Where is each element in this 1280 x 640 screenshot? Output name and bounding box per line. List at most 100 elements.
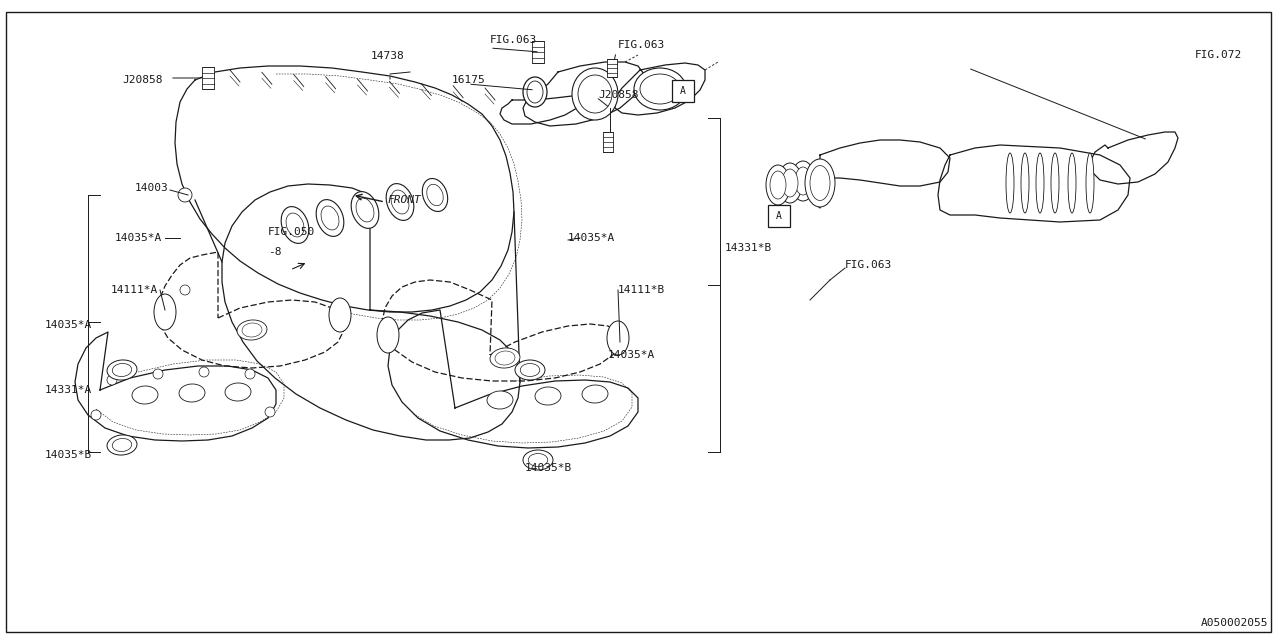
- Text: A: A: [680, 86, 686, 96]
- Text: 14035*B: 14035*B: [45, 450, 92, 460]
- Polygon shape: [388, 310, 637, 448]
- Ellipse shape: [782, 169, 797, 197]
- Polygon shape: [221, 184, 520, 440]
- Text: 16175: 16175: [452, 75, 485, 85]
- Ellipse shape: [527, 81, 543, 103]
- Ellipse shape: [524, 77, 547, 107]
- Ellipse shape: [810, 166, 829, 200]
- Ellipse shape: [529, 454, 548, 467]
- Ellipse shape: [282, 207, 308, 243]
- Ellipse shape: [1006, 153, 1014, 213]
- Ellipse shape: [242, 323, 262, 337]
- Ellipse shape: [329, 298, 351, 332]
- Ellipse shape: [490, 348, 520, 368]
- Ellipse shape: [378, 317, 399, 353]
- Ellipse shape: [91, 410, 101, 420]
- Ellipse shape: [520, 364, 540, 376]
- Ellipse shape: [1085, 153, 1094, 213]
- Ellipse shape: [180, 285, 189, 295]
- Ellipse shape: [265, 407, 275, 417]
- Ellipse shape: [108, 360, 137, 380]
- Ellipse shape: [634, 68, 686, 110]
- Text: 14331*B: 14331*B: [724, 243, 772, 253]
- Polygon shape: [157, 252, 344, 368]
- Bar: [202, 67, 214, 89]
- Text: FIG.072: FIG.072: [1196, 50, 1243, 60]
- Ellipse shape: [198, 367, 209, 377]
- Ellipse shape: [237, 320, 268, 340]
- Polygon shape: [938, 145, 1130, 222]
- Ellipse shape: [108, 375, 116, 385]
- Ellipse shape: [113, 438, 132, 452]
- Polygon shape: [1091, 132, 1178, 184]
- Text: 14035*A: 14035*A: [608, 350, 655, 360]
- Text: A050002055: A050002055: [1201, 618, 1268, 628]
- Ellipse shape: [765, 165, 790, 205]
- Ellipse shape: [1051, 153, 1059, 213]
- Text: 14331*A: 14331*A: [45, 385, 92, 395]
- Ellipse shape: [285, 213, 303, 237]
- Ellipse shape: [805, 159, 835, 207]
- Ellipse shape: [778, 163, 803, 203]
- Ellipse shape: [390, 190, 410, 214]
- Ellipse shape: [356, 198, 374, 222]
- Bar: [768, 205, 790, 227]
- Polygon shape: [175, 66, 515, 312]
- Ellipse shape: [154, 369, 163, 379]
- Ellipse shape: [515, 360, 545, 380]
- Ellipse shape: [1068, 153, 1076, 213]
- Ellipse shape: [132, 386, 157, 404]
- Ellipse shape: [607, 321, 628, 355]
- Text: 14738: 14738: [371, 51, 404, 61]
- Ellipse shape: [387, 184, 413, 220]
- Ellipse shape: [1036, 153, 1044, 213]
- Polygon shape: [76, 332, 276, 441]
- Ellipse shape: [771, 171, 786, 199]
- Text: 14111*B: 14111*B: [618, 285, 666, 295]
- Ellipse shape: [179, 384, 205, 402]
- Ellipse shape: [244, 369, 255, 379]
- Text: 14035*A: 14035*A: [45, 320, 92, 330]
- Text: 14111*A: 14111*A: [111, 285, 157, 295]
- Text: FIG.050: FIG.050: [268, 227, 315, 237]
- Ellipse shape: [154, 294, 177, 330]
- Text: 14035*B: 14035*B: [525, 463, 572, 473]
- Text: A: A: [776, 211, 782, 221]
- Polygon shape: [500, 96, 586, 124]
- Ellipse shape: [791, 161, 815, 201]
- Text: 14003: 14003: [134, 183, 168, 193]
- Bar: [603, 132, 613, 152]
- Ellipse shape: [486, 391, 513, 409]
- Text: FIG.063: FIG.063: [490, 35, 538, 45]
- Text: 14035*A: 14035*A: [115, 233, 163, 243]
- Bar: [532, 41, 544, 63]
- Ellipse shape: [113, 364, 132, 376]
- Ellipse shape: [422, 179, 448, 211]
- Ellipse shape: [535, 387, 561, 405]
- Ellipse shape: [640, 74, 680, 104]
- Ellipse shape: [316, 200, 344, 236]
- Polygon shape: [614, 63, 705, 115]
- Text: -8: -8: [268, 247, 282, 257]
- Ellipse shape: [524, 450, 553, 470]
- Text: FIG.063: FIG.063: [618, 40, 666, 50]
- Bar: [607, 59, 617, 77]
- Polygon shape: [808, 140, 950, 208]
- Ellipse shape: [572, 68, 618, 120]
- Text: J20858: J20858: [598, 90, 639, 100]
- Polygon shape: [381, 280, 620, 381]
- Ellipse shape: [795, 167, 812, 195]
- Text: J20858: J20858: [123, 75, 163, 85]
- Ellipse shape: [582, 385, 608, 403]
- Ellipse shape: [579, 75, 612, 113]
- Ellipse shape: [495, 351, 515, 365]
- Polygon shape: [524, 62, 644, 126]
- Ellipse shape: [1021, 153, 1029, 213]
- Ellipse shape: [351, 191, 379, 228]
- Ellipse shape: [108, 435, 137, 455]
- Ellipse shape: [225, 383, 251, 401]
- Ellipse shape: [426, 184, 443, 205]
- Text: 14035*A: 14035*A: [568, 233, 616, 243]
- Bar: [672, 80, 694, 102]
- Ellipse shape: [321, 206, 339, 230]
